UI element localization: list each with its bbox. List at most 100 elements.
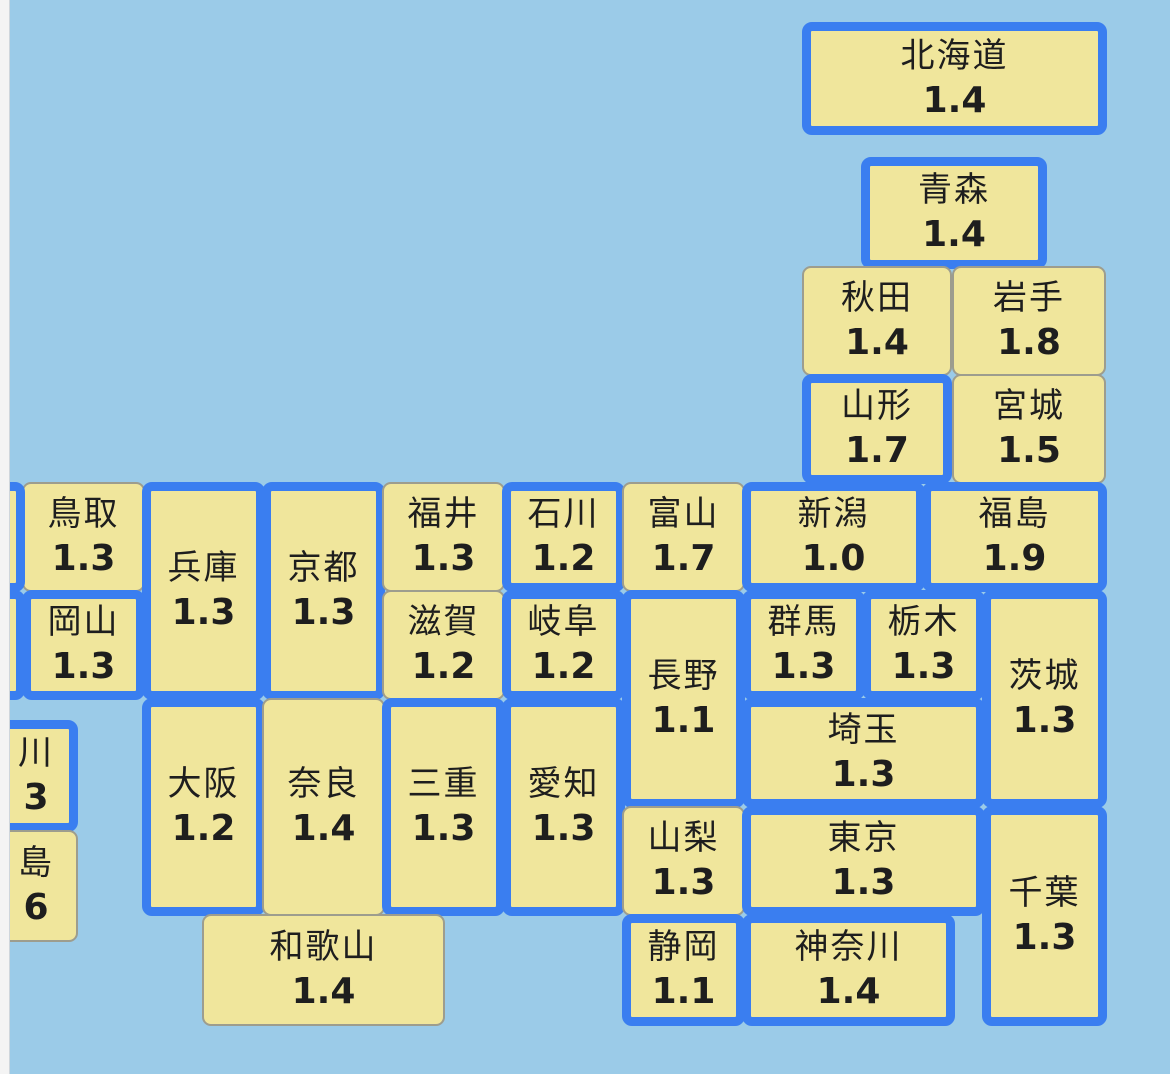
prefecture-name: 千葉: [1008, 873, 1081, 913]
prefecture-name: 岩手: [993, 278, 1065, 318]
prefecture-value: 1.3: [831, 862, 896, 903]
prefecture-name: 静岡: [647, 927, 720, 967]
prefecture-name: 群馬: [767, 602, 840, 642]
prefecture-name: 大阪: [167, 764, 240, 804]
prefecture-value: 1.3: [51, 646, 116, 687]
prefecture-name: 岐阜: [527, 602, 600, 642]
prefecture-value: 1.3: [771, 646, 836, 687]
prefecture-tile-hyogo[interactable]: 兵庫 1.3: [142, 482, 265, 700]
prefecture-value: 1.5: [997, 430, 1061, 471]
prefecture-tile-shiga[interactable]: 滋賀 1.2: [382, 590, 505, 700]
prefecture-name: 滋賀: [407, 602, 480, 642]
prefecture-name: 福島: [978, 494, 1051, 534]
prefecture-value: 1.2: [531, 538, 596, 579]
prefecture-tile-iwate[interactable]: 岩手 1.8: [952, 266, 1106, 376]
prefecture-name: 福井: [407, 494, 480, 534]
prefecture-value: 1.4: [816, 971, 881, 1012]
prefecture-tile-aomori[interactable]: 青森 1.4: [861, 157, 1047, 269]
prefecture-name: 兵庫: [167, 548, 240, 588]
prefecture-tile-miyagi[interactable]: 宮城 1.5: [952, 374, 1106, 484]
prefecture-name: 東京: [827, 818, 900, 858]
prefecture-value: 1.4: [845, 322, 909, 363]
prefecture-tile-chiba[interactable]: 千葉 1.3: [982, 806, 1107, 1026]
prefecture-tile-shimane[interactable]: [10, 482, 25, 592]
prefecture-name: 茨城: [1008, 656, 1081, 696]
prefecture-tile-hiroshima[interactable]: [10, 590, 25, 700]
prefecture-tile-yamagata[interactable]: 山形 1.7: [802, 374, 952, 484]
prefecture-value: 1.3: [291, 592, 356, 633]
prefecture-value: 1.8: [997, 322, 1061, 363]
prefecture-tile-kanagawa[interactable]: 神奈川 1.4: [742, 914, 955, 1026]
prefecture-tile-ibaraki[interactable]: 茨城 1.3: [982, 590, 1107, 808]
prefecture-value: 1.3: [411, 538, 476, 579]
left-edge: [0, 0, 10, 1074]
prefecture-name: 鳥取: [47, 494, 120, 534]
prefecture-tile-osaka[interactable]: 大阪 1.2: [142, 698, 265, 916]
prefecture-tile-aichi[interactable]: 愛知 1.3: [502, 698, 625, 916]
prefecture-name: 山梨: [647, 818, 720, 858]
prefecture-value: 1.3: [1012, 700, 1077, 741]
prefecture-tile-niigata[interactable]: 新潟 1.0: [742, 482, 925, 592]
prefecture-tile-hokkaido[interactable]: 北海道 1.4: [802, 22, 1107, 135]
prefecture-tile-fukui[interactable]: 福井 1.3: [382, 482, 505, 592]
japan-tile-map: 北海道 1.4 青森 1.4 秋田 1.4 岩手 1.8 山形 1.7 宮城 1.5 鳥取 1.3 兵庫 1.…: [10, 0, 1170, 1074]
prefecture-value: 1.3: [171, 592, 236, 633]
prefecture-value: 1.4: [291, 808, 356, 849]
prefecture-name: 岡山: [47, 602, 120, 642]
prefecture-tile-tochigi[interactable]: 栃木 1.3: [862, 590, 985, 700]
prefecture-name: 長野: [647, 656, 720, 696]
prefecture-name: 京都: [287, 548, 360, 588]
prefecture-name: 和歌山: [269, 927, 378, 967]
prefecture-tile-toyama[interactable]: 富山 1.7: [622, 482, 745, 592]
prefecture-value: 1.3: [651, 862, 716, 903]
prefecture-name: 山形: [841, 386, 913, 426]
prefecture-value: 1.3: [51, 538, 116, 579]
prefecture-tile-kyoto[interactable]: 京都 1.3: [262, 482, 385, 700]
prefecture-name: 石川: [527, 494, 600, 534]
prefecture-tile-shizuoka[interactable]: 静岡 1.1: [622, 914, 745, 1026]
prefecture-value: 1.2: [531, 646, 596, 687]
prefecture-value: 1.3: [531, 808, 596, 849]
prefecture-value: 1.3: [411, 808, 476, 849]
prefecture-name: 島: [18, 843, 54, 883]
prefecture-value: 3: [23, 777, 49, 818]
prefecture-tile-akita[interactable]: 秋田 1.4: [802, 266, 952, 376]
prefecture-name: 川: [18, 733, 54, 773]
prefecture-name: 埼玉: [827, 710, 900, 750]
prefecture-value: 1.3: [891, 646, 956, 687]
prefecture-value: 1.2: [411, 646, 476, 687]
prefecture-tile-gunma[interactable]: 群馬 1.3: [742, 590, 865, 700]
prefecture-name: 愛知: [527, 764, 600, 804]
prefecture-value: 1.4: [922, 214, 986, 255]
prefecture-name: 奈良: [287, 764, 360, 804]
prefecture-tile-nara[interactable]: 奈良 1.4: [262, 698, 385, 916]
prefecture-value: 1.3: [831, 754, 896, 795]
prefecture-value: 1.7: [651, 538, 716, 579]
prefecture-tile-yamanashi[interactable]: 山梨 1.3: [622, 806, 745, 916]
prefecture-tile-wakayama[interactable]: 和歌山 1.4: [202, 914, 445, 1026]
prefecture-value: 6: [23, 887, 49, 928]
prefecture-tile-tottori[interactable]: 鳥取 1.3: [22, 482, 145, 592]
prefecture-tile-okayama[interactable]: 岡山 1.3: [22, 590, 145, 700]
prefecture-tile-gifu[interactable]: 岐阜 1.2: [502, 590, 625, 700]
prefecture-value: 1.3: [1012, 917, 1077, 958]
prefecture-value: 1.9: [982, 538, 1047, 579]
prefecture-name: 富山: [647, 494, 720, 534]
prefecture-tile-nagano[interactable]: 長野 1.1: [622, 590, 745, 808]
prefecture-name: 栃木: [887, 602, 960, 642]
prefecture-value: 1.1: [651, 700, 716, 741]
prefecture-name: 宮城: [993, 386, 1065, 426]
prefecture-value: 1.4: [291, 971, 356, 1012]
prefecture-name: 青森: [918, 170, 990, 210]
prefecture-name: 神奈川: [794, 927, 903, 967]
prefecture-tile-mie[interactable]: 三重 1.3: [382, 698, 505, 916]
prefecture-tile-ishikawa[interactable]: 石川 1.2: [502, 482, 625, 592]
prefecture-name: 北海道: [900, 35, 1009, 76]
prefecture-value: 1.0: [801, 538, 866, 579]
prefecture-tile-fukushima[interactable]: 福島 1.9: [922, 482, 1107, 592]
prefecture-tile-saitama[interactable]: 埼玉 1.3: [742, 698, 985, 808]
prefecture-tile-tokyo[interactable]: 東京 1.3: [742, 806, 985, 916]
prefecture-value: 1.2: [171, 808, 236, 849]
